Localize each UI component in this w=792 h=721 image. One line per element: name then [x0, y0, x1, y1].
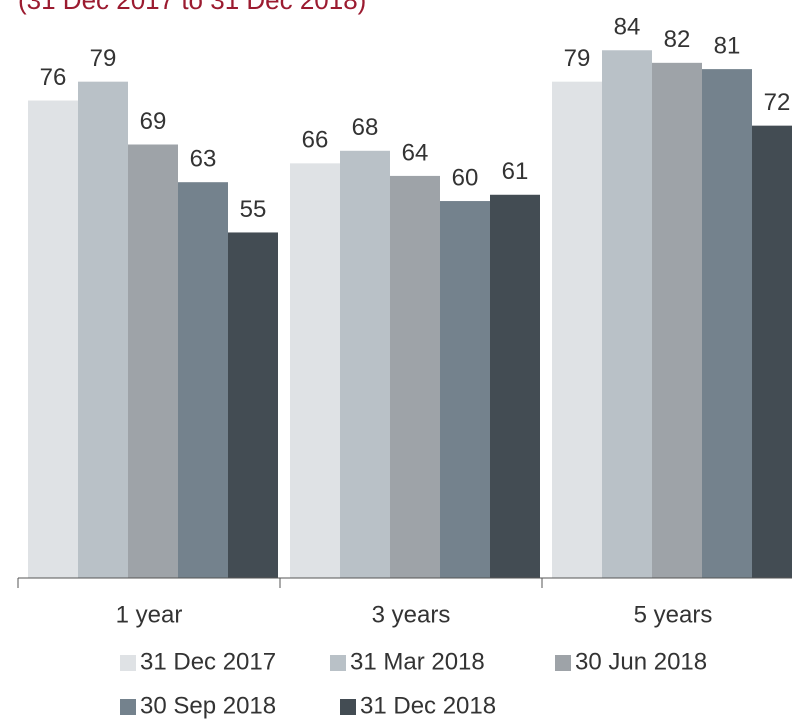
legend-swatch — [340, 699, 356, 715]
chart-subtitle: (31 Dec 2017 to 31 Dec 2018) — [18, 0, 366, 15]
bar — [602, 50, 652, 579]
bar — [228, 232, 278, 578]
legend-swatch — [555, 655, 571, 671]
data-label: 61 — [502, 158, 529, 185]
x-tick-label: 3 years — [372, 601, 451, 628]
data-label: 84 — [614, 14, 641, 41]
data-label: 64 — [402, 139, 429, 166]
x-tick-label: 1 year — [116, 601, 183, 628]
bar — [178, 182, 228, 578]
data-label: 82 — [664, 26, 691, 53]
legend-label: 30 Sep 2018 — [140, 692, 276, 719]
legend-swatch — [120, 655, 136, 671]
data-label: 81 — [714, 32, 741, 59]
data-label: 66 — [302, 127, 329, 154]
legend-label: 31 Dec 2018 — [360, 692, 496, 719]
data-label: 79 — [564, 45, 591, 72]
bar — [702, 69, 752, 578]
data-label: 76 — [40, 64, 67, 91]
legend-label: 31 Mar 2018 — [350, 648, 485, 675]
bar — [652, 62, 702, 578]
legend-swatch — [330, 655, 346, 671]
data-label: 55 — [240, 196, 267, 223]
legend-swatch — [120, 699, 136, 715]
x-tick-label: 5 years — [634, 601, 713, 628]
bar — [290, 163, 340, 578]
data-label: 63 — [190, 146, 217, 173]
bar — [552, 81, 602, 578]
bar — [78, 81, 128, 578]
bar — [28, 100, 78, 579]
bar — [128, 144, 178, 578]
bar — [390, 175, 440, 579]
data-label: 69 — [140, 108, 167, 135]
data-label: 72 — [764, 89, 791, 116]
data-label: 68 — [352, 114, 379, 141]
legend-label: 31 Dec 2017 — [140, 648, 276, 675]
bar — [752, 125, 792, 579]
bar — [440, 201, 490, 579]
data-label: 79 — [90, 45, 117, 72]
bar — [490, 194, 540, 578]
bar — [340, 150, 390, 579]
data-label: 60 — [452, 164, 479, 191]
legend-label: 30 Jun 2018 — [575, 648, 707, 675]
